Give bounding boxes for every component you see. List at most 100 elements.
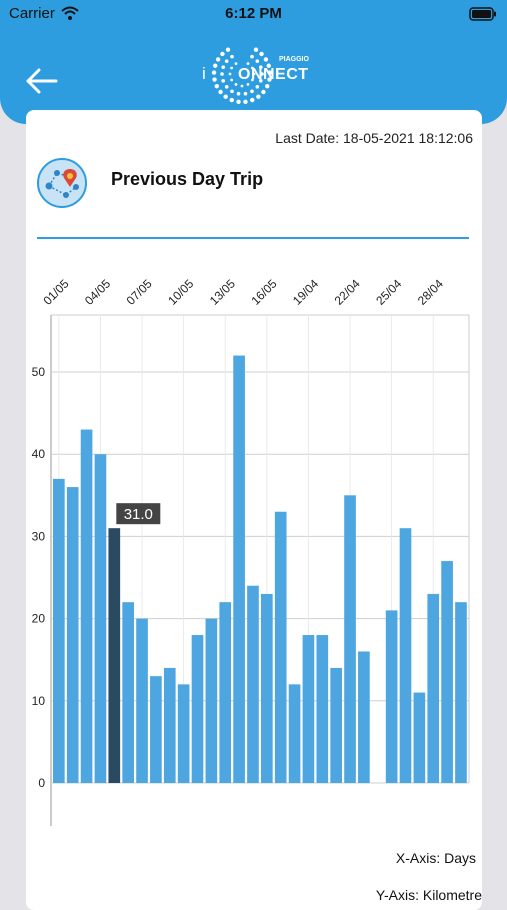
x-tick-label: 07/05 [124,276,155,307]
logo-dot [258,79,263,83]
logo-dot [230,78,234,82]
title-divider [37,237,469,239]
bar[interactable] [358,651,370,783]
wifi-icon [61,6,79,20]
bar[interactable] [191,635,204,783]
bar[interactable] [177,684,190,783]
bar[interactable] [233,355,245,783]
logo-dot [214,83,219,89]
y-axis-caption: Y-Axis: Kilometre [375,887,482,903]
y-tick-label: 50 [32,365,46,379]
last-date: Last Date: 18-05-2021 18:12:06 [275,130,473,146]
logo-dot [230,89,234,94]
logo-dot [230,54,234,59]
logo-dot [263,57,269,62]
logo-dot [213,63,218,68]
trip-bar-chart[interactable]: 0 10 20 30 40 50 01/05 04/05 07/05 10/05 13/05 16/… [26,110,482,830]
value-tooltip [116,503,161,525]
y-tick-label: 20 [32,612,46,626]
logo-dot [250,54,254,59]
logo-dot [246,62,250,66]
logo-dot [259,51,264,57]
logo-dot [211,70,217,75]
bar[interactable] [427,593,440,783]
logo-dot [253,47,259,52]
back-button[interactable] [24,62,62,100]
logo-dot [212,77,217,82]
logo-dot [223,94,228,99]
x-tick-label: 13/05 [207,276,238,307]
bar[interactable] [247,585,259,783]
logo-dot [267,77,272,82]
x-tick-label: 10/05 [165,276,196,307]
bar[interactable] [330,667,342,783]
logo-dot [250,78,254,82]
bar[interactable] [274,511,287,783]
x-tick-label: 19/04 [290,276,321,307]
trip-card: Last Date: 18-05-2021 18:12:06 Previous … [26,110,482,910]
logo-dot [250,89,254,94]
logo-dot [258,65,263,69]
bar[interactable] [455,602,467,783]
bar-highlighted[interactable] [108,528,121,783]
bar[interactable] [94,454,107,783]
logo-dot [266,63,271,68]
x-tick-label: 25/04 [373,276,404,307]
battery-icon [469,7,496,21]
bar[interactable] [344,495,356,783]
logo-dot [221,65,226,69]
logo-word: ONNECT [238,66,309,83]
bar[interactable] [80,429,93,783]
bar[interactable] [53,478,65,783]
y-tick-label: 0 [38,776,45,790]
page-title: Previous Day Trip [111,169,264,189]
x-tick-label: 16/05 [248,276,279,307]
logo-dot [255,85,260,89]
bar[interactable] [288,684,301,783]
y-tick-label: 30 [32,529,46,543]
bar[interactable] [219,602,232,783]
bar[interactable] [302,635,315,783]
logo-dot [236,99,241,104]
bar[interactable] [261,593,273,783]
logo-dot [252,72,256,76]
bar[interactable] [441,561,453,783]
x-axis-caption: X-Axis: Days [395,850,476,866]
bar[interactable] [150,676,162,783]
logo-dot [229,97,234,103]
logo-dot [215,57,221,62]
bar[interactable] [66,487,79,783]
logo-dot [221,79,226,83]
bar[interactable] [163,667,176,783]
logo-dot [250,97,255,103]
bar[interactable] [316,635,329,783]
status-time: 6:12 PM [225,5,282,22]
logo-dot [265,83,270,89]
logo-dot [256,94,261,99]
logo-dot [267,70,273,75]
logo-brand: PIAGGIO [279,56,309,63]
value-tooltip-label: 31.0 [124,506,153,523]
bar[interactable] [385,610,398,783]
bar[interactable] [136,618,148,783]
logo-dot [220,51,225,57]
y-tick-label: 40 [32,447,46,461]
bar[interactable] [413,692,426,783]
logo-prefix: i [202,64,206,83]
logo-dot [255,59,260,63]
bar[interactable] [205,618,218,783]
back-arrow-icon [26,68,58,94]
app-header: Carrier 6:12 PM i ONNECT PIAGGIO [0,0,507,124]
x-tick-label: 28/04 [415,276,446,307]
x-tick-label: 01/05 [40,276,71,307]
logo-dot [261,89,266,95]
logo-dot [236,91,241,96]
logo-dot [250,66,254,70]
status-bar: Carrier 6:12 PM [0,0,507,30]
bar[interactable] [122,602,134,783]
logo-dot [230,66,234,70]
bar[interactable] [399,528,412,783]
logo-dot [225,47,231,52]
logo-dot [220,72,224,76]
logo-dot [218,89,223,95]
